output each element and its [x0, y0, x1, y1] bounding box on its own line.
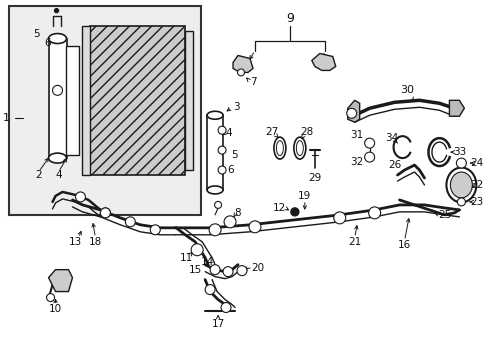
Text: 24: 24: [470, 158, 483, 168]
Circle shape: [237, 266, 246, 276]
Circle shape: [55, 9, 59, 13]
Bar: [185, 31, 193, 170]
Text: 6: 6: [44, 37, 51, 48]
Circle shape: [218, 146, 225, 154]
Circle shape: [209, 224, 221, 236]
Circle shape: [237, 69, 244, 76]
Text: 17: 17: [211, 319, 224, 329]
Circle shape: [210, 265, 220, 275]
Bar: [9, 6, 201, 215]
Circle shape: [456, 198, 465, 206]
Circle shape: [100, 208, 110, 218]
Text: 21: 21: [347, 237, 361, 247]
Bar: [207, 115, 223, 190]
Text: 31: 31: [349, 130, 363, 140]
Text: 9: 9: [285, 12, 293, 25]
Text: 13: 13: [69, 237, 82, 247]
Circle shape: [204, 285, 215, 294]
Circle shape: [75, 192, 85, 202]
Text: 26: 26: [387, 160, 400, 170]
Circle shape: [248, 221, 261, 233]
Circle shape: [364, 152, 374, 162]
Text: 5: 5: [33, 28, 40, 39]
Circle shape: [46, 293, 55, 302]
Text: 22: 22: [470, 180, 483, 190]
Bar: [82, 26, 90, 175]
Circle shape: [150, 225, 160, 235]
Ellipse shape: [207, 111, 223, 119]
Bar: [48, 39, 66, 158]
Ellipse shape: [449, 172, 471, 198]
Text: 15: 15: [188, 265, 202, 275]
Circle shape: [223, 267, 233, 276]
Circle shape: [214, 201, 221, 208]
Text: 8: 8: [234, 208, 241, 218]
Circle shape: [218, 126, 225, 134]
Circle shape: [218, 166, 225, 174]
Text: 10: 10: [49, 305, 62, 315]
Text: 3: 3: [232, 102, 239, 112]
Polygon shape: [311, 54, 335, 71]
Text: 4: 4: [225, 128, 232, 138]
Text: 14: 14: [200, 257, 213, 267]
Text: 32: 32: [349, 157, 363, 167]
Text: 30: 30: [400, 85, 414, 95]
Text: 5: 5: [230, 150, 237, 160]
Circle shape: [191, 244, 203, 256]
Text: 19: 19: [298, 191, 311, 201]
Text: 25: 25: [437, 210, 450, 220]
Text: 18: 18: [89, 237, 102, 247]
Circle shape: [455, 158, 466, 168]
Circle shape: [125, 217, 135, 227]
Circle shape: [364, 138, 374, 148]
Circle shape: [368, 207, 380, 219]
Circle shape: [221, 302, 230, 312]
Text: 2: 2: [35, 170, 42, 180]
Text: 7: 7: [249, 77, 256, 87]
Text: 20: 20: [251, 263, 264, 273]
Text: 4: 4: [55, 170, 61, 180]
Text: 29: 29: [307, 173, 321, 183]
Text: 1: 1: [3, 113, 10, 123]
Ellipse shape: [207, 186, 223, 194]
Circle shape: [100, 208, 110, 218]
Polygon shape: [48, 270, 72, 292]
Circle shape: [290, 208, 298, 216]
Ellipse shape: [48, 153, 66, 163]
Polygon shape: [347, 100, 359, 122]
Ellipse shape: [48, 33, 66, 44]
Polygon shape: [448, 100, 464, 116]
Text: 23: 23: [470, 197, 483, 207]
Circle shape: [224, 216, 236, 228]
Polygon shape: [233, 55, 252, 72]
Circle shape: [346, 108, 356, 118]
Text: 27: 27: [265, 127, 278, 137]
Text: 34: 34: [384, 133, 397, 143]
Text: 16: 16: [397, 240, 410, 250]
Text: 6: 6: [227, 165, 234, 175]
Bar: [65, 45, 80, 155]
Bar: [90, 26, 185, 175]
Text: 12: 12: [273, 203, 286, 213]
Circle shape: [333, 212, 345, 224]
Text: 33: 33: [452, 147, 465, 157]
Text: 28: 28: [300, 127, 313, 137]
Text: 11: 11: [179, 253, 192, 263]
Circle shape: [52, 85, 62, 95]
